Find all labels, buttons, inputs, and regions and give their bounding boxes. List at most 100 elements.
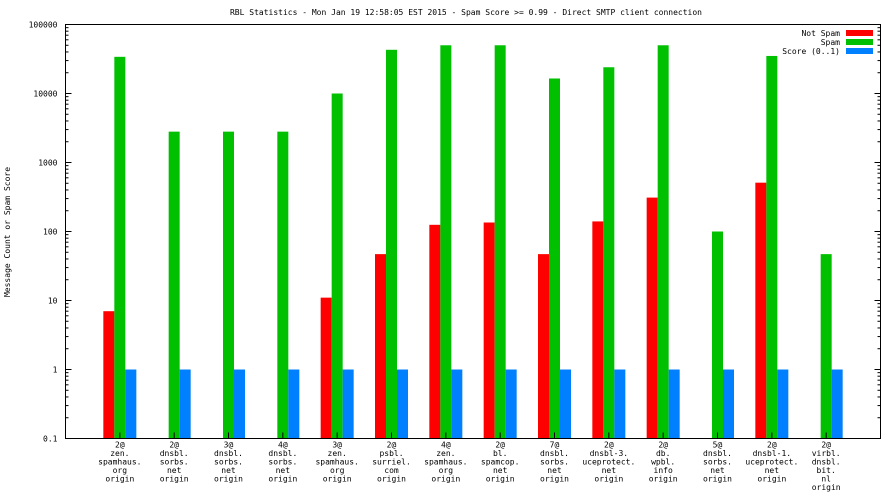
y-tick-label: 10: [48, 297, 58, 306]
x-tick-label-line: sorbs.: [160, 458, 189, 467]
x-tick-label: 2@ db. wpbl. info origin: [649, 441, 678, 484]
x-tick-label-line: origin: [160, 475, 189, 484]
x-tick-label-line: sorbs.: [268, 458, 297, 467]
x-tick-label-line: dnsbl-3.: [590, 449, 629, 458]
x-tick-label-line: 2@: [767, 441, 777, 450]
x-tick-label-line: info: [654, 466, 673, 475]
bar-not-spam: [592, 221, 604, 439]
x-tick-label: 3@ dnsbl. sorbs. net origin: [214, 441, 243, 484]
bar-spam: [386, 49, 397, 439]
x-tick-label-line: nl: [821, 475, 831, 484]
y-tick-label: 100000: [29, 21, 58, 30]
x-tick-label: 2@ psbl. surriel. com origin: [372, 441, 411, 484]
x-tick-label-line: org: [113, 466, 128, 475]
bar-spam: [331, 93, 343, 439]
x-tick-label-line: 4@: [441, 441, 451, 450]
bar-score-0-1: [614, 369, 626, 439]
x-tick-label-line: spamhaus.: [98, 458, 141, 467]
bar-spam: [603, 67, 615, 439]
x-tick-label-line: spamcop.: [481, 458, 520, 467]
legend-label: Spam: [821, 38, 840, 47]
x-tick-label-line: 7@: [550, 441, 560, 450]
x-tick-label-line: 5@: [713, 441, 723, 450]
x-tick-label-line: net: [710, 466, 725, 475]
x-tick-label-line: dnsbl-1.: [753, 449, 792, 458]
x-tick-label-line: net: [493, 466, 508, 475]
x-tick-label-line: sorbs.: [214, 458, 243, 467]
bar-spam: [114, 56, 126, 439]
x-tick-label-line: dnsbl.: [812, 458, 841, 467]
x-tick-label-line: org: [439, 466, 454, 475]
bar-score-0-1: [179, 369, 191, 439]
bar-spam: [277, 131, 289, 439]
y-tick-label: 100: [43, 228, 58, 237]
chart-title: RBL Statistics - Mon Jan 19 12:58:05 EST…: [230, 8, 702, 17]
y-tick-label: 0.1: [43, 435, 58, 444]
bar-score-0-1: [723, 369, 734, 439]
y-axis-label: Message Count or Spam Score: [3, 167, 12, 297]
y-tick-label: 10000: [33, 90, 57, 99]
x-tick-label-line: net: [276, 466, 291, 475]
x-tick-label-line: 2@: [495, 441, 505, 450]
legend-swatch: [846, 48, 873, 54]
bar-spam: [657, 45, 669, 439]
x-tick-label-line: wpbl.: [651, 458, 675, 467]
bar-score-0-1: [560, 369, 571, 439]
bar-score-0-1: [234, 369, 245, 439]
x-tick-label-line: com: [384, 466, 399, 475]
x-tick-label-line: uceprotect.: [745, 458, 798, 467]
x-tick-label: 2@ bl. spamcop. net origin: [481, 441, 520, 484]
bar-spam: [440, 45, 452, 439]
x-tick-label-line: net: [602, 466, 617, 475]
legend-swatch: [846, 39, 873, 45]
x-tick-label-line: origin: [540, 475, 569, 484]
x-tick-label-line: 2@: [387, 441, 397, 450]
bar-score-0-1: [668, 369, 680, 439]
x-tick-label: 2@ virbl. dnsbl. bit. nl origin: [812, 441, 841, 493]
x-tick-label-line: 4@: [278, 441, 288, 450]
x-tick-label: 4@ zen. spamhaus. org origin: [424, 441, 467, 484]
x-tick-label: 2@ zen. spamhaus. org origin: [98, 441, 141, 484]
bars-layer: [103, 45, 843, 439]
x-tick-label-line: dnsbl.: [268, 449, 297, 458]
x-tick-label-line: dnsbl.: [703, 449, 732, 458]
x-tick-label-line: surriel.: [372, 458, 411, 467]
bar-not-spam: [755, 182, 767, 439]
x-tick-label-line: dnsbl.: [214, 449, 243, 458]
x-tick-label-line: origin: [377, 475, 406, 484]
y-tick-label: 1000: [38, 159, 57, 168]
bar-not-spam: [483, 222, 495, 439]
bar-score-0-1: [342, 369, 354, 439]
x-tick-label-line: 3@: [332, 441, 342, 450]
legend-label: Score (0..1): [782, 47, 840, 56]
x-tick-label-line: origin: [703, 475, 732, 484]
x-tick-label-line: 3@: [224, 441, 234, 450]
x-tick-label-line: origin: [486, 475, 515, 484]
x-tick-label-line: origin: [268, 475, 297, 484]
x-tick-label-line: zen.: [328, 449, 347, 458]
x-tick-label-line: 2@: [821, 441, 831, 450]
x-tick-label-line: 2@: [604, 441, 614, 450]
bar-not-spam: [538, 254, 549, 439]
bar-score-0-1: [505, 369, 517, 439]
x-tick-label-line: uceprotect.: [582, 458, 635, 467]
x-tick-label-line: dnsbl.: [160, 449, 189, 458]
x-tick-label-line: virbl.: [812, 449, 841, 458]
bar-not-spam: [375, 254, 386, 439]
x-tick-label-line: net: [221, 466, 236, 475]
bar-not-spam: [103, 311, 115, 439]
x-tick-label-line: origin: [105, 475, 134, 484]
bar-not-spam: [320, 297, 332, 439]
y-axis: 0.1 1 10 100 1000 10000 100000: [29, 21, 881, 444]
x-tick-label-line: origin: [757, 475, 786, 484]
bar-score-0-1: [777, 369, 789, 439]
x-tick-label: 2@ dnsbl-3. uceprotect. net origin: [582, 441, 635, 484]
bar-score-0-1: [125, 369, 137, 439]
x-tick-label-line: 2@: [169, 441, 179, 450]
x-tick-label: 2@ dnsbl-1. uceprotect. net origin: [745, 441, 798, 484]
legend-swatch: [846, 30, 873, 36]
legend-label: Not Spam: [801, 29, 840, 38]
